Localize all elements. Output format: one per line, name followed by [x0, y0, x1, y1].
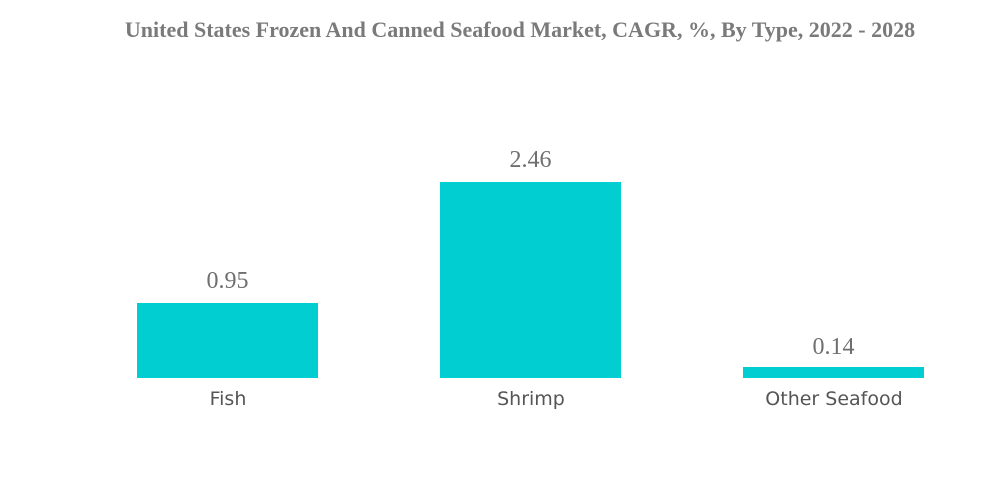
chart-title: United States Frozen And Canned Seafood …	[124, 17, 916, 42]
bar-shrimp	[440, 182, 621, 378]
value-label-fish: 0.95	[206, 268, 249, 294]
value-label-shrimp: 2.46	[509, 147, 552, 173]
category-label-shrimp: Shrimp	[497, 388, 565, 410]
category-label-other-seafood: Other Seafood	[765, 388, 903, 410]
category-label-fish: Fish	[209, 388, 247, 410]
bar-other-seafood	[743, 367, 924, 378]
bar-fish	[137, 303, 318, 378]
value-label-other-seafood: 0.14	[812, 334, 855, 360]
